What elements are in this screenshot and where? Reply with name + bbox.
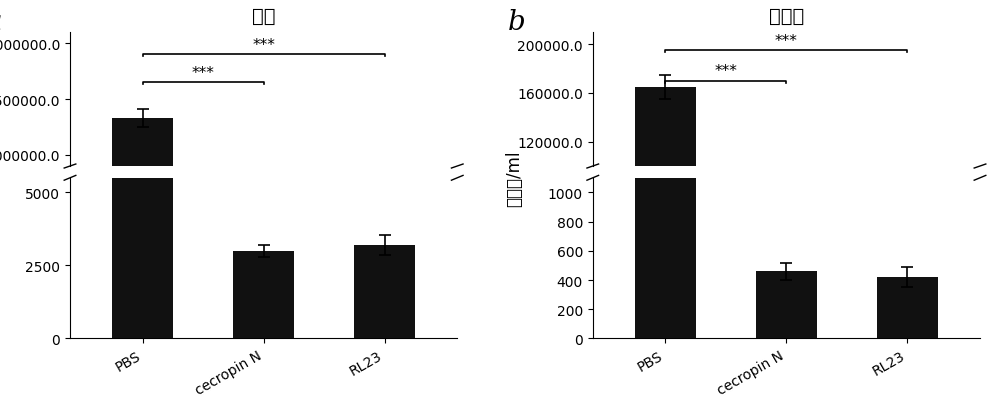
Title: 腹水: 腹水 <box>252 7 275 26</box>
Text: b: b <box>508 9 525 36</box>
Bar <box>233 251 294 339</box>
Bar <box>635 0 696 339</box>
Text: ***: *** <box>192 66 215 81</box>
Text: ***: *** <box>714 64 737 79</box>
Bar <box>877 278 938 339</box>
Y-axis label: 活菌数/ml: 活菌数/ml <box>505 150 523 206</box>
Title: 外周血: 外周血 <box>769 7 804 26</box>
Text: ***: *** <box>252 38 275 52</box>
Bar <box>112 119 173 267</box>
Bar <box>112 0 173 339</box>
Bar <box>756 272 817 339</box>
Bar <box>756 287 817 288</box>
Text: ***: *** <box>775 33 798 49</box>
Text: a: a <box>0 9 1 36</box>
Bar <box>635 88 696 288</box>
Bar <box>877 287 938 288</box>
Bar <box>354 245 415 339</box>
